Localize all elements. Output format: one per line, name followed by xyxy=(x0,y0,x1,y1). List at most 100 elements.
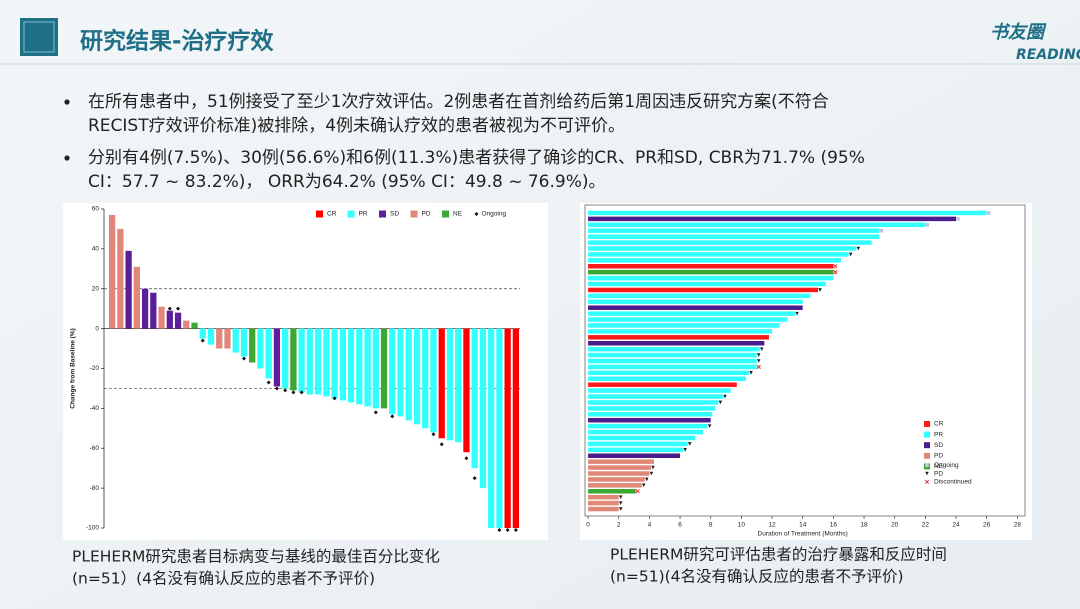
bar xyxy=(588,435,696,441)
marker xyxy=(683,448,687,452)
marker xyxy=(299,390,304,395)
bar xyxy=(446,328,454,441)
bar xyxy=(339,328,346,401)
bullet-text: RECIST疗效评价标准)被排除，4例未确认疗效的患者被视为不可评价。 xyxy=(88,116,625,136)
legend-swatch xyxy=(347,210,355,218)
bar xyxy=(240,328,248,357)
bar xyxy=(158,306,165,329)
bar xyxy=(117,228,124,329)
bar xyxy=(588,269,834,275)
bar xyxy=(588,406,716,411)
marker xyxy=(618,495,623,499)
x-tick-label: 14 xyxy=(799,522,807,529)
logo-cn: 书友圈 xyxy=(990,22,1047,43)
bar xyxy=(588,335,769,340)
bar xyxy=(588,459,654,464)
marker xyxy=(497,528,502,533)
marker xyxy=(756,353,761,357)
bullet-text: CI：57.7 ~ 83.2%)， ORR为64.2% (95% CI：49.8… xyxy=(88,172,606,192)
bar xyxy=(331,328,338,399)
legend-label: SD xyxy=(934,442,943,449)
bar xyxy=(588,352,757,358)
marker xyxy=(464,456,469,461)
bar xyxy=(282,328,289,389)
bar xyxy=(232,328,239,353)
marker xyxy=(641,483,646,488)
y-tick-label: 20 xyxy=(92,285,100,292)
marker xyxy=(373,410,378,415)
marker xyxy=(924,479,930,485)
y-tick-label: 0 xyxy=(95,325,99,332)
bar xyxy=(125,250,132,329)
bar xyxy=(588,506,619,512)
bar xyxy=(413,328,421,425)
x-tick-label: 18 xyxy=(860,522,868,529)
x-axis-label: Duration of Treatment (Months) xyxy=(758,531,848,538)
bar xyxy=(265,328,272,379)
marker xyxy=(833,270,838,275)
marker xyxy=(635,489,640,494)
marker xyxy=(266,380,271,385)
bullet-dot xyxy=(64,99,70,105)
plot-frame xyxy=(584,204,1026,517)
x-tick-label: 20 xyxy=(891,522,899,529)
marker xyxy=(505,528,510,533)
bar xyxy=(224,328,231,349)
x-tick-label: 0 xyxy=(586,522,590,529)
bar xyxy=(588,293,811,299)
y-tick-label: 60 xyxy=(92,206,100,213)
legend-label: Discontinued xyxy=(934,479,972,486)
marker xyxy=(756,359,761,363)
bar xyxy=(588,323,780,328)
marker xyxy=(986,211,991,215)
bar xyxy=(588,412,713,417)
bar xyxy=(588,423,708,429)
bar xyxy=(588,489,636,494)
marker xyxy=(833,264,838,269)
bar xyxy=(588,388,731,393)
bar xyxy=(588,228,880,233)
legend-label: CR xyxy=(934,421,944,428)
bar xyxy=(588,299,803,305)
legend-label: SD xyxy=(390,211,399,218)
title-icon-inner xyxy=(23,21,55,53)
bar xyxy=(588,340,765,346)
marker xyxy=(241,356,246,361)
bar xyxy=(588,252,849,257)
bar xyxy=(479,328,487,489)
x-tick-label: 24 xyxy=(952,522,960,529)
y-tick-label: -100 xyxy=(86,525,99,532)
bar xyxy=(588,210,987,216)
legend-label: PD xyxy=(934,470,943,477)
bar xyxy=(588,465,651,470)
marker xyxy=(644,477,649,482)
bar xyxy=(588,364,757,370)
bar xyxy=(512,328,520,529)
marker xyxy=(618,507,623,511)
marker xyxy=(651,465,655,470)
marker xyxy=(474,212,479,216)
marker xyxy=(818,288,822,292)
logo-en: READING xyxy=(1016,47,1080,63)
bar xyxy=(504,328,511,529)
x-tick-label: 6 xyxy=(678,522,682,529)
bar xyxy=(588,441,688,447)
bar xyxy=(588,329,773,334)
marker xyxy=(472,476,477,481)
bar xyxy=(347,328,355,403)
bullet-text: 在所有患者中，51例接受了至少1次疗效评估。2例患者在首剂给药后第1周因违反研究… xyxy=(88,92,829,112)
bar xyxy=(588,483,642,488)
marker xyxy=(274,386,279,391)
marker xyxy=(167,306,172,311)
marker xyxy=(649,471,654,476)
legend-label: Ongoing xyxy=(934,462,959,469)
marker xyxy=(848,252,853,257)
bar xyxy=(183,320,190,329)
bar xyxy=(588,471,650,476)
bar xyxy=(298,328,305,393)
marker xyxy=(925,223,930,227)
bar xyxy=(588,240,872,245)
bar xyxy=(191,322,198,329)
legend-label: NE xyxy=(934,463,944,470)
